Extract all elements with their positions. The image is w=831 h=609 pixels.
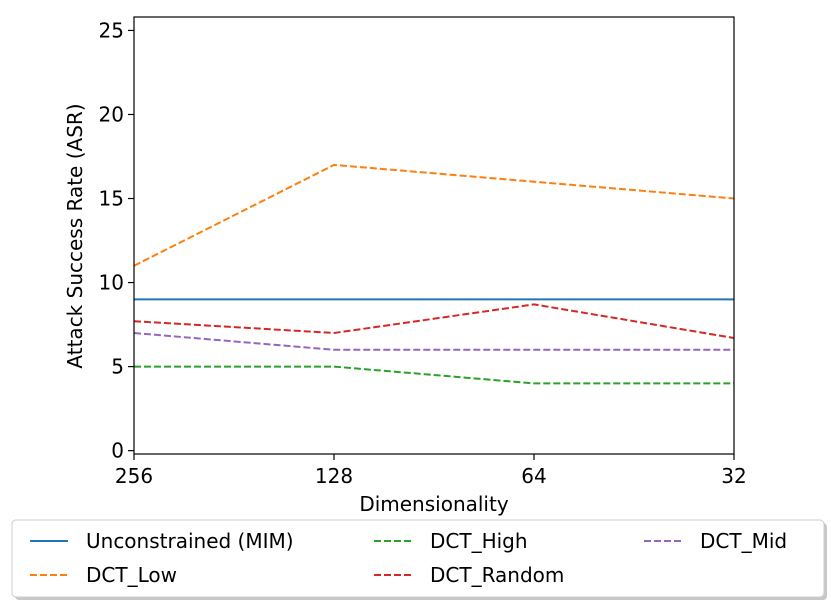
series-line-dct-random xyxy=(133,303,735,339)
y-tick-label: 15 xyxy=(99,187,124,211)
legend-label-dct-low: DCT_Low xyxy=(86,563,177,587)
legend-label-dct-random: DCT_Random xyxy=(430,563,564,587)
x-tick-label: 128 xyxy=(315,464,353,488)
y-tick-label: 0 xyxy=(111,439,124,463)
x-tick-label: 64 xyxy=(521,464,546,488)
legend-label-dct-mid: DCT_Mid xyxy=(700,529,787,553)
legend-box xyxy=(11,519,825,598)
x-axis: 256 128 64 32 xyxy=(115,454,747,488)
series-line-dct-high xyxy=(134,365,734,385)
y-tick-label: 10 xyxy=(99,271,124,295)
x-tick-label: 256 xyxy=(115,464,153,488)
legend-label-dct-high: DCT_High xyxy=(430,529,528,553)
y-axis-label: Attack Success Rate (ASR) xyxy=(63,103,87,368)
y-tick-label: 25 xyxy=(99,18,124,42)
y-axis: 0 5 10 15 20 25 xyxy=(99,18,134,463)
series-line-dct-mid xyxy=(133,332,734,351)
legend-items: Unconstrained (MIM) DCT_Low DCT_High DCT_Ra… xyxy=(30,529,787,587)
y-tick-label: 20 xyxy=(99,102,124,126)
series-line-dct-low xyxy=(133,163,735,267)
series-layer xyxy=(133,163,735,385)
x-axis-label: Dimensionality xyxy=(359,492,509,516)
y-tick-label: 5 xyxy=(111,355,124,379)
legend-label-unconstrained-mim: Unconstrained (MIM) xyxy=(86,529,294,553)
legend: Unconstrained (MIM) DCT_Low DCT_High DCT_Ra… xyxy=(11,519,827,600)
x-tick-label: 32 xyxy=(721,464,746,488)
plot-frame xyxy=(133,16,735,455)
